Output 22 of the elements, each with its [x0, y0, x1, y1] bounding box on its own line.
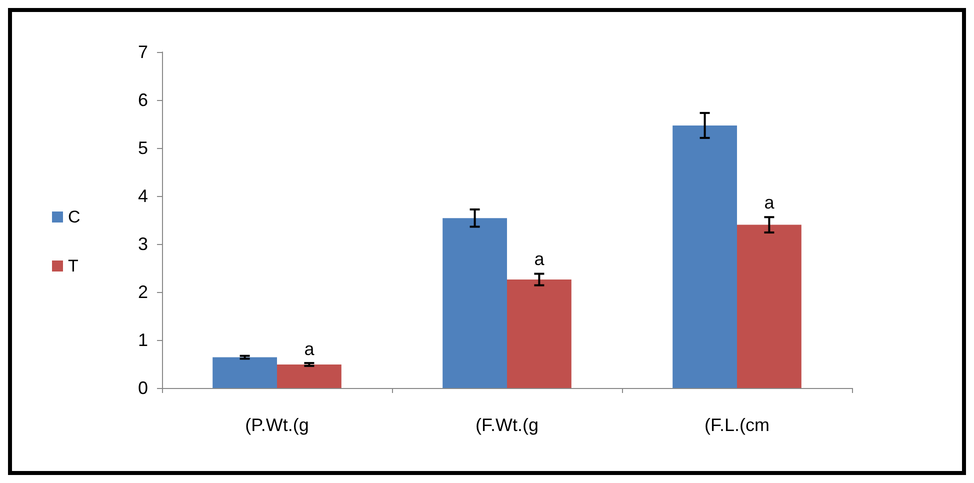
y-tick-label: 5 — [138, 138, 148, 158]
bar — [277, 364, 342, 388]
y-tick-label: 7 — [138, 42, 148, 62]
y-tick-label: 0 — [138, 378, 148, 398]
bar — [737, 224, 802, 388]
bar — [507, 280, 572, 388]
y-tick-label: 4 — [138, 186, 148, 206]
y-tick-label: 1 — [138, 330, 148, 350]
x-tick-label: (P.Wt.(g — [245, 415, 309, 435]
bar — [442, 218, 507, 388]
bar — [672, 125, 737, 388]
x-tick-label: (F.Wt.(g — [476, 415, 538, 435]
y-tick-label: 2 — [138, 282, 148, 302]
annotation: a — [764, 192, 776, 212]
bar — [212, 357, 277, 388]
legend-label: C — [68, 208, 80, 226]
annotation: a — [304, 339, 316, 360]
annotation: a — [534, 249, 546, 269]
y-tick-label: 6 — [138, 90, 148, 110]
legend-label: T — [68, 256, 78, 276]
y-tick-label: 3 — [138, 234, 148, 254]
x-tick-label: (F.L.(cm — [704, 415, 770, 435]
